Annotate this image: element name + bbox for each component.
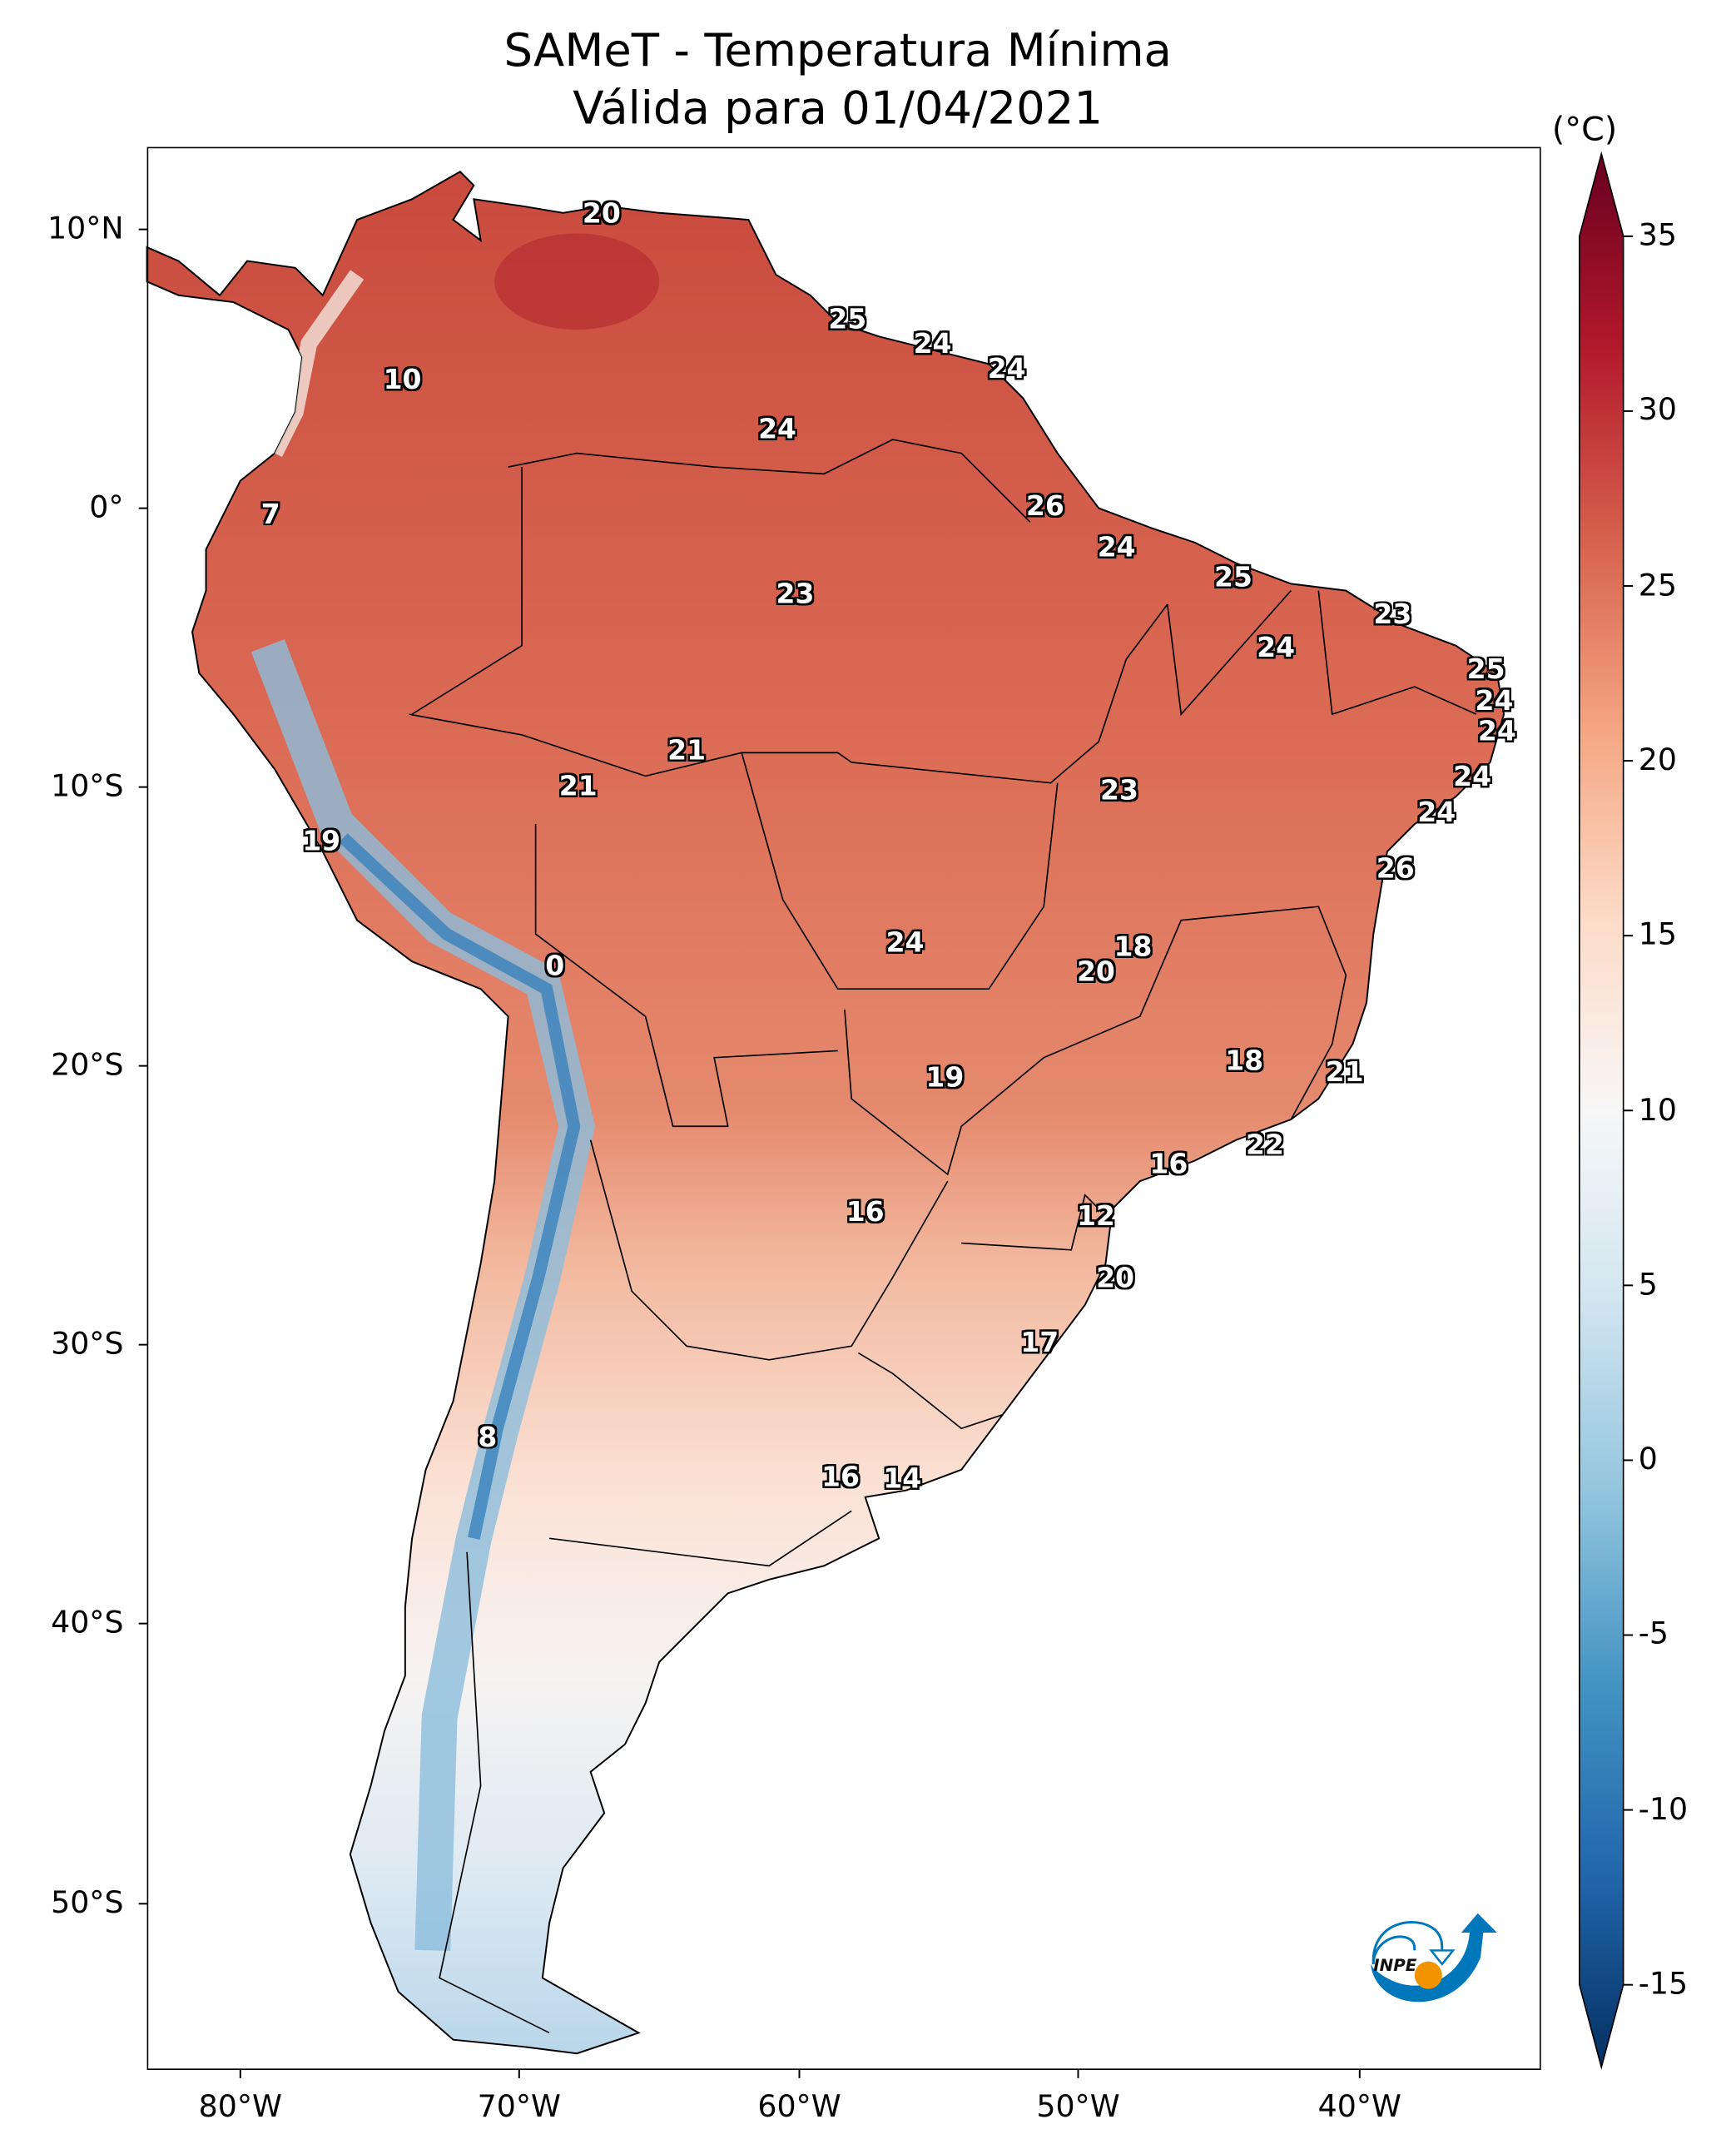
station-temperature-label: 22 (1245, 1127, 1284, 1161)
station-temperature-label: 16 (846, 1194, 885, 1228)
lat-tick-label: 40°S (51, 1606, 124, 1641)
station-temperature-label: 18 (1114, 930, 1153, 963)
colorbar-tick-label: 10 (1638, 1093, 1678, 1128)
station-temperature-label: 7 (260, 497, 280, 531)
station-temperature-label: 23 (776, 577, 815, 610)
south-america-landmass (146, 171, 1505, 2055)
colorbar-unit: (°C) (1551, 110, 1618, 149)
station-temperature-label: 25 (1466, 652, 1505, 686)
country-borders (409, 439, 1477, 2034)
colorbar-tick-label: 5 (1638, 1268, 1658, 1303)
lon-tick-label: 80°W (198, 2090, 282, 2126)
station-temperature-label: 24 (1097, 530, 1136, 563)
lat-tick-label: 10°S (51, 769, 124, 805)
lon-tick-label: 60°W (757, 2090, 841, 2126)
andes-cold-band (250, 233, 660, 1952)
colorbar (1579, 151, 1634, 2070)
station-temperature-label: 25 (828, 302, 867, 335)
colorbar-tick-label: 0 (1638, 1442, 1658, 1478)
lat-tick-label: 50°S (51, 1886, 124, 1921)
inpe-logo-text: INPE (1373, 1956, 1416, 1975)
lat-tick-label: 30°S (51, 1328, 124, 1362)
station-temperature-label: 16 (1149, 1147, 1188, 1180)
station-temperature-label: 24 (913, 326, 952, 360)
station-temperature-label: 14 (883, 1461, 922, 1495)
lat-tick-label: 20°S (51, 1049, 124, 1084)
station-temperature-label: 23 (1373, 597, 1412, 631)
station-temperature-label: 24 (1257, 630, 1296, 664)
station-temperature-label: 25 (1213, 560, 1252, 593)
station-temperature-label: 16 (821, 1460, 860, 1493)
station-temperature-label: 17 (1020, 1325, 1059, 1359)
station-temperature-label: 20 (582, 196, 621, 230)
station-temperature-label: 23 (1100, 773, 1138, 807)
colorbar-tick-label: -15 (1638, 1968, 1689, 2003)
station-temperature-label: 24 (885, 926, 925, 959)
station-temperature-label: 21 (558, 769, 598, 802)
colorbar-tick-label: 30 (1638, 394, 1678, 429)
station-temperature-label: 24 (987, 351, 1026, 385)
station-temperature-label: 20 (1096, 1260, 1135, 1294)
lat-tick-label: 10°N (47, 211, 124, 247)
station-temperature-label: 19 (302, 824, 341, 857)
lon-tick-label: 70°W (477, 2090, 561, 2126)
lon-tick-label: 40°W (1317, 2090, 1401, 2126)
station-temperature-label: 8 (478, 1420, 498, 1454)
station-temperature-label: 24 (1453, 759, 1492, 793)
station-temperature-label: 12 (1076, 1199, 1115, 1233)
station-temperature-label: 24 (1475, 683, 1514, 717)
station-temperature-label: 24 (1417, 795, 1456, 829)
colorbar-tick-label: 20 (1638, 743, 1678, 778)
colorbar-tick-label: 35 (1638, 219, 1678, 254)
colorbar-tick-label: 15 (1638, 918, 1678, 953)
lon-tick-label: 50°W (1036, 2090, 1120, 2126)
station-temperature-label: 18 (1225, 1044, 1264, 1077)
station-temperature-label: 24 (758, 412, 797, 445)
station-temperature-label: 24 (1477, 714, 1516, 747)
title-line-1: SAMeT - Temperatura Mínima (503, 23, 1172, 77)
inpe-logo: INPE (1360, 1903, 1511, 2027)
station-temperature-label: 21 (667, 733, 707, 767)
station-temperature-label: 21 (1325, 1055, 1364, 1089)
lat-tick-label: 0° (89, 490, 124, 526)
station-temperature-label: 19 (925, 1060, 965, 1094)
station-temperature-label: 26 (1376, 851, 1415, 885)
station-temperature-label: 0 (545, 949, 565, 982)
map-frame (146, 146, 1541, 2071)
station-temperature-label: 20 (1076, 954, 1115, 988)
station-temperature-label: 10 (383, 362, 422, 396)
title-line-2: Válida para 01/04/2021 (573, 81, 1104, 135)
station-temperature-label: 26 (1025, 489, 1064, 523)
colorbar-tick-label: -10 (1638, 1792, 1689, 1828)
colorbar-tick-label: 25 (1638, 568, 1678, 603)
colorbar-tick-label: -5 (1638, 1617, 1669, 1653)
